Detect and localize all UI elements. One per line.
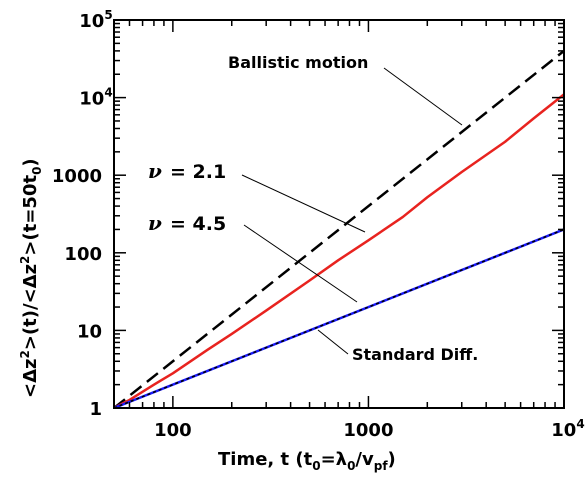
series-standard-line [114, 228, 564, 408]
y-tick-label: 100 [64, 244, 102, 265]
y-label-p4: ) [20, 158, 41, 166]
x-tick-label: 100 [154, 420, 192, 441]
annotation-leaders [241, 67, 463, 355]
x-label-sub2: 0 [347, 459, 355, 473]
x-label-slash: /v [355, 449, 374, 470]
ballistic-leader [383, 67, 463, 126]
tick-label-layer: 100 1000 104 1 10 100 1000 104 105 [52, 8, 585, 441]
standard-leader [317, 329, 349, 355]
x-label-mid: =λ [321, 449, 347, 470]
x-label-sub1: 0 [312, 459, 320, 473]
y-tick-label: 1000 [52, 166, 102, 187]
y-label-p3: >(t=50t [20, 175, 41, 256]
nu21-label: ν = 2.1 [148, 159, 226, 183]
y-label-s3: 0 [30, 167, 44, 175]
series-layer [114, 49, 564, 408]
y-tick-label: 105 [79, 8, 112, 32]
nu21-leader [241, 174, 366, 233]
y-label-p2: >(t)/<Δz [20, 264, 41, 350]
nu45-symbol: ν [148, 211, 162, 235]
x-label-sub3: pf [374, 459, 389, 473]
y-label-s2: 2 [18, 256, 32, 264]
x-label-main: Time, t (t [218, 449, 313, 470]
nu45-text: = 4.5 [170, 213, 226, 235]
series-ballistic-line [114, 49, 564, 408]
standard-label: Standard Diff. [352, 345, 478, 364]
y-tick-label: 1 [89, 399, 102, 420]
series-nu21-line [114, 93, 564, 408]
x-label-end: ) [388, 449, 396, 470]
y-axis-label: <Δz2>(t)/<Δz2>(t=50t0) [18, 158, 44, 398]
nu21-symbol: ν [148, 159, 162, 183]
nu45-leader [243, 224, 358, 303]
nu45-label: ν = 4.5 [148, 211, 226, 235]
tick-layer [113, 19, 565, 409]
x-tick-label: 1000 [343, 420, 393, 441]
y-label-p1: <Δz [20, 359, 41, 399]
ballistic-label: Ballistic motion [228, 53, 368, 72]
y-tick-label: 104 [79, 86, 112, 110]
y-tick-label: 10 [77, 321, 102, 342]
plot-frame [113, 19, 565, 409]
y-label-s1: 2 [18, 350, 32, 358]
x-tick-label: 104 [551, 417, 584, 441]
x-axis-label: Time, t (t0=λ0/vpf) [218, 449, 396, 473]
nu21-text: = 2.1 [170, 161, 226, 183]
